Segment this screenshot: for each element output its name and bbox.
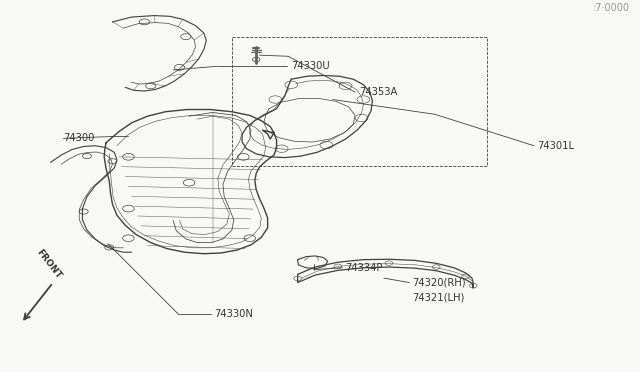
Text: 74301L: 74301L — [537, 141, 574, 151]
Text: 74320(RH): 74320(RH) — [413, 278, 466, 288]
Text: 74334P: 74334P — [346, 263, 383, 273]
Text: 74330N: 74330N — [214, 309, 253, 319]
Text: 74321(LH): 74321(LH) — [413, 292, 465, 302]
Text: 74300: 74300 — [63, 133, 95, 143]
Text: 74330U: 74330U — [291, 61, 330, 71]
Text: 74353A: 74353A — [360, 87, 398, 97]
Text: FRONT: FRONT — [35, 248, 63, 281]
Text: :7·0000: :7·0000 — [593, 3, 630, 13]
Bar — [232, 37, 487, 166]
